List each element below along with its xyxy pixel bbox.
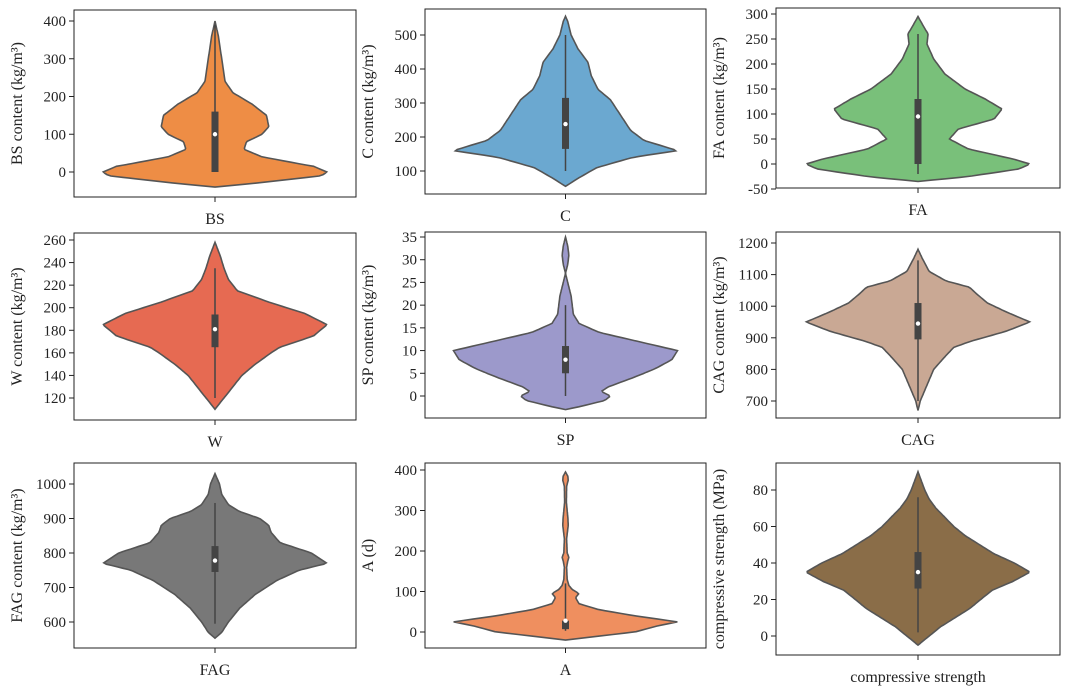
x-axis-label: FA: [908, 202, 928, 219]
y-tick-label: 30: [402, 253, 417, 269]
x-axis-label: W: [207, 434, 223, 451]
y-axis-label: compressive strength (MPa): [711, 469, 728, 649]
y-tick-label: 700: [746, 394, 769, 410]
y-tick-label: 25: [402, 275, 417, 291]
y-tick-label: 1100: [739, 268, 768, 284]
y-axis-label: FA content (kg/m³): [711, 37, 728, 159]
y-tick-label: 120: [44, 391, 67, 407]
y-tick-label: 150: [746, 82, 769, 98]
y-tick-label: 1000: [36, 477, 66, 493]
y-tick-label: 1200: [738, 236, 768, 252]
y-tick-label: 0: [59, 165, 67, 181]
y-tick-label: 50: [753, 132, 768, 148]
chart-panel-2: -50 0 50 100 150 200 250 300 FA FA content (kg/m³…: [711, 7, 1061, 219]
y-tick-label: 200: [746, 57, 769, 73]
chart-panel-6: 600 700 800 900 1000 FAG FAG content (kg/m³): [9, 462, 357, 679]
y-tick-label: 800: [746, 362, 769, 378]
y-tick-label: 0: [410, 625, 418, 641]
x-axis-label: CAG: [901, 432, 935, 449]
y-tick-label: 40: [753, 556, 768, 572]
median-marker: [563, 357, 568, 362]
chart-panel-7: 0 100 200 300 400 A A (d): [360, 462, 707, 679]
y-axis-label: A (d): [360, 539, 377, 572]
y-tick-label: 300: [746, 7, 769, 23]
y-tick-label: 240: [44, 256, 67, 272]
iqr-box: [914, 99, 922, 164]
iqr-box: [211, 111, 219, 172]
chart-panel-8: 0 20 40 60 80 compressive strength compressive…: [711, 462, 1061, 686]
y-tick-label: 0: [761, 629, 769, 645]
x-axis-label: SP: [557, 432, 575, 449]
x-axis-label: compressive strength: [850, 669, 986, 686]
y-tick-label: 250: [746, 32, 769, 48]
y-axis-label: SP content (kg/m³): [360, 265, 377, 386]
y-tick-label: 200: [395, 130, 418, 146]
y-tick-label: 160: [44, 346, 67, 362]
chart-panel-5: 700 800 900 1000 1100 1200 CAG CAG content (kg/…: [711, 231, 1061, 449]
y-tick-label: 80: [753, 483, 768, 499]
chart-panel-1: 100 200 300 400 500 C C content (kg/m³): [360, 8, 707, 225]
y-tick-label: 200: [44, 90, 67, 106]
y-tick-label: 700: [44, 581, 67, 597]
y-tick-label: 60: [753, 520, 768, 536]
x-axis-label: A: [560, 662, 572, 679]
x-axis-label: BS: [205, 211, 225, 228]
y-tick-label: 300: [44, 52, 67, 68]
iqr-box: [562, 620, 569, 630]
y-tick-label: 800: [44, 546, 67, 562]
y-tick-label: 20: [402, 298, 417, 314]
y-tick-label: 20: [753, 593, 768, 609]
y-tick-label: 200: [44, 301, 67, 317]
iqr-box: [914, 303, 922, 340]
y-tick-label: 300: [395, 504, 418, 520]
y-axis-label: BS content (kg/m³): [9, 42, 26, 165]
y-tick-label: 260: [44, 233, 67, 249]
median-marker: [915, 321, 921, 326]
x-axis-label: FAG: [200, 662, 231, 679]
median-marker: [915, 569, 921, 575]
median-marker: [915, 114, 921, 119]
y-tick-label: 900: [44, 512, 67, 528]
y-tick-label: 400: [395, 463, 418, 479]
y-tick-label: 100: [746, 107, 769, 123]
y-tick-label: 220: [44, 278, 67, 294]
y-tick-label: 140: [44, 368, 67, 384]
median-marker: [212, 132, 218, 137]
violin-body: [453, 470, 678, 641]
y-tick-label: 35: [402, 230, 417, 246]
y-tick-label: 10: [402, 344, 417, 360]
y-tick-label: 180: [44, 323, 67, 339]
y-tick-label: 100: [395, 585, 418, 601]
median-marker: [563, 618, 568, 623]
y-tick-label: 0: [761, 157, 769, 173]
y-tick-label: 300: [395, 96, 418, 112]
y-tick-label: 15: [402, 321, 417, 337]
y-tick-label: -50: [748, 182, 768, 198]
chart-panel-3: 120 140 160 180 200 220 240 260 W W content (kg/m…: [9, 232, 357, 451]
median-marker: [563, 121, 568, 127]
y-tick-label: 400: [44, 14, 67, 30]
y-tick-label: 0: [410, 389, 418, 405]
y-axis-label: C content (kg/m³): [360, 44, 377, 158]
chart-panel-0: 0 100 200 300 400 BS BS content (kg/m³): [9, 9, 357, 228]
median-marker: [212, 558, 218, 563]
y-axis-label: CAG content (kg/m³): [711, 256, 728, 393]
y-tick-label: 400: [395, 62, 418, 78]
median-marker: [212, 326, 218, 332]
y-tick-label: 900: [746, 331, 769, 347]
y-tick-label: 200: [395, 544, 418, 560]
chart-panel-4: 0 5 10 15 20 25 30 35 SP SP content (kg/m³): [360, 230, 707, 449]
y-tick-label: 500: [395, 28, 418, 44]
x-axis-label: C: [560, 208, 571, 225]
y-tick-label: 100: [395, 164, 418, 180]
y-tick-label: 600: [44, 615, 67, 631]
y-axis-label: W content (kg/m³): [9, 267, 26, 385]
y-tick-label: 100: [44, 127, 67, 143]
y-axis-label: FAG content (kg/m³): [9, 488, 26, 622]
y-tick-label: 1000: [738, 299, 768, 315]
y-tick-label: 5: [410, 366, 418, 382]
